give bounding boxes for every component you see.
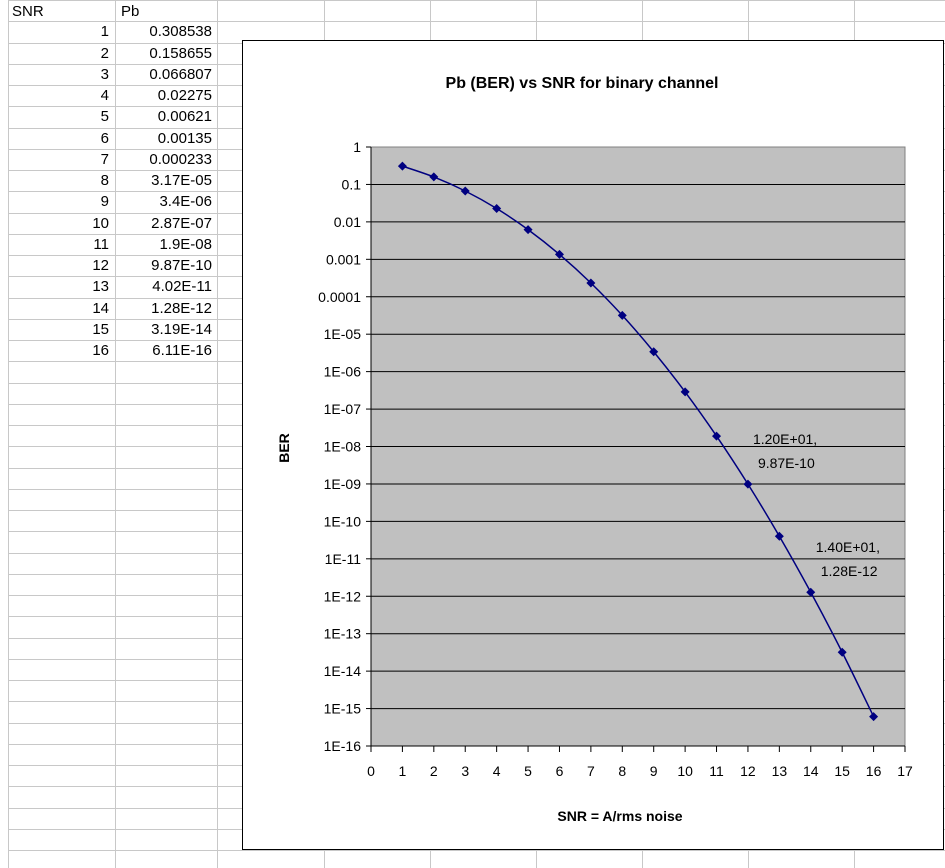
y-tick-label: 1E-09 (324, 476, 362, 492)
y-axis-label: BER (276, 433, 292, 463)
x-tick-label: 12 (740, 763, 756, 779)
y-tick-label: 1E-05 (324, 326, 362, 342)
cell-snr[interactable]: 5 (100, 108, 109, 125)
cell-pb[interactable]: 0.00135 (157, 130, 212, 147)
x-tick-label: 14 (803, 763, 819, 779)
y-tick-label: 1E-10 (324, 513, 362, 529)
data-point-marker[interactable] (429, 172, 439, 182)
data-point-marker[interactable] (869, 712, 879, 722)
data-point-marker[interactable] (806, 587, 816, 597)
y-tick-label: 1E-14 (324, 663, 362, 679)
x-tick-label: 8 (618, 763, 626, 779)
y-tick-label: 1E-16 (324, 738, 362, 754)
y-tick-label: 1E-11 (325, 551, 362, 567)
cell-snr[interactable]: 8 (100, 172, 109, 189)
cell-pb[interactable]: 0.066807 (149, 66, 212, 83)
cell-snr[interactable]: 15 (92, 321, 109, 338)
y-tick-label: 0.1 (342, 176, 362, 192)
y-tick-label: 1E-15 (324, 701, 362, 717)
chart-title: Pb (BER) vs SNR for binary channel (446, 75, 719, 92)
x-tick-label: 9 (650, 763, 658, 779)
y-tick-label: 1E-08 (324, 439, 362, 455)
data-point-marker[interactable] (617, 310, 627, 320)
cell-snr[interactable]: 1 (100, 23, 109, 40)
cell-pb[interactable]: 6.11E-16 (152, 342, 212, 359)
cell-pb[interactable]: 9.87E-10 (151, 257, 212, 274)
x-tick-label: 16 (866, 763, 882, 779)
cell-snr[interactable]: 16 (92, 342, 109, 359)
series-line[interactable] (402, 165, 875, 717)
cell-snr[interactable]: 14 (92, 300, 109, 317)
chart-object[interactable]: Pb (BER) vs SNR for binary channel BER S… (242, 40, 944, 850)
cell-pb[interactable]: 3.4E-06 (159, 193, 212, 210)
cell-pb[interactable]: 2.87E-07 (151, 215, 212, 232)
x-tick-label: 11 (709, 763, 724, 779)
x-tick-label: 13 (772, 763, 788, 779)
x-tick-label: 0 (367, 763, 375, 779)
y-tick-label: 1E-13 (324, 626, 362, 642)
data-label-line1: 1.20E+01, (753, 431, 817, 447)
x-tick-label: 17 (897, 763, 913, 779)
y-tick-label: 1E-07 (324, 401, 362, 417)
data-point-marker[interactable] (649, 347, 659, 357)
data-point-marker[interactable] (460, 186, 470, 196)
y-tick-label: 1E-12 (324, 588, 362, 604)
header-pb[interactable]: Pb (121, 3, 140, 20)
x-tick-label: 15 (834, 763, 850, 779)
cell-pb[interactable]: 1.9E-08 (159, 236, 212, 253)
data-point-marker[interactable] (492, 204, 502, 214)
cell-snr[interactable]: 9 (100, 193, 109, 210)
data-point-marker[interactable] (397, 161, 407, 171)
y-tick-label: 0.001 (326, 251, 361, 267)
cell-snr[interactable]: 4 (100, 87, 109, 104)
cell-snr[interactable]: 3 (100, 66, 109, 83)
x-tick-label: 1 (399, 763, 407, 779)
y-tick-label: 0.0001 (318, 289, 361, 305)
x-tick-label: 10 (677, 763, 693, 779)
y-tick-label: 1 (353, 139, 361, 155)
data-point-marker[interactable] (712, 431, 722, 441)
data-label-line2: 9.87E-10 (758, 455, 815, 471)
cell-snr[interactable]: 13 (92, 278, 109, 295)
data-point-marker[interactable] (554, 249, 564, 259)
cell-pb[interactable]: 1.28E-12 (151, 300, 212, 317)
data-point-marker[interactable] (743, 479, 753, 489)
data-point-marker[interactable] (680, 387, 690, 397)
cell-pb[interactable]: 0.000233 (149, 151, 212, 168)
cell-pb[interactable]: 0.00621 (157, 108, 212, 125)
cell-pb[interactable]: 0.308538 (149, 23, 212, 40)
cell-pb[interactable]: 4.02E-11 (152, 278, 212, 295)
cell-snr[interactable]: 2 (100, 45, 109, 62)
data-label-line1: 1.40E+01, (816, 539, 880, 555)
cell-snr[interactable]: 6 (100, 130, 109, 147)
x-tick-label: 4 (493, 763, 501, 779)
cell-pb[interactable]: 0.158655 (149, 45, 212, 62)
x-tick-label: 5 (524, 763, 532, 779)
data-label-line2: 1.28E-12 (821, 563, 878, 579)
cell-snr[interactable]: 7 (100, 151, 109, 168)
cell-snr[interactable]: 10 (92, 215, 109, 232)
data-point-marker[interactable] (774, 531, 784, 541)
chart-svg: Pb (BER) vs SNR for binary channel BER S… (276, 75, 913, 824)
data-point-marker[interactable] (523, 225, 533, 235)
x-tick-label: 6 (556, 763, 564, 779)
data-point-marker[interactable] (586, 278, 596, 288)
x-axis-label: SNR = A/rms noise (557, 808, 682, 824)
y-tick-label: 0.01 (334, 214, 361, 230)
cell-pb[interactable]: 3.19E-14 (151, 321, 212, 338)
x-tick-label: 3 (461, 763, 469, 779)
y-tick-label: 1E-06 (324, 364, 362, 380)
data-point-marker[interactable] (837, 647, 847, 657)
header-snr[interactable]: SNR (12, 3, 44, 20)
cell-pb[interactable]: 3.17E-05 (151, 172, 212, 189)
cell-snr[interactable]: 11 (93, 236, 109, 253)
x-tick-label: 7 (587, 763, 595, 779)
x-tick-label: 2 (430, 763, 438, 779)
cell-pb[interactable]: 0.02275 (157, 87, 212, 104)
cell-snr[interactable]: 12 (92, 257, 109, 274)
